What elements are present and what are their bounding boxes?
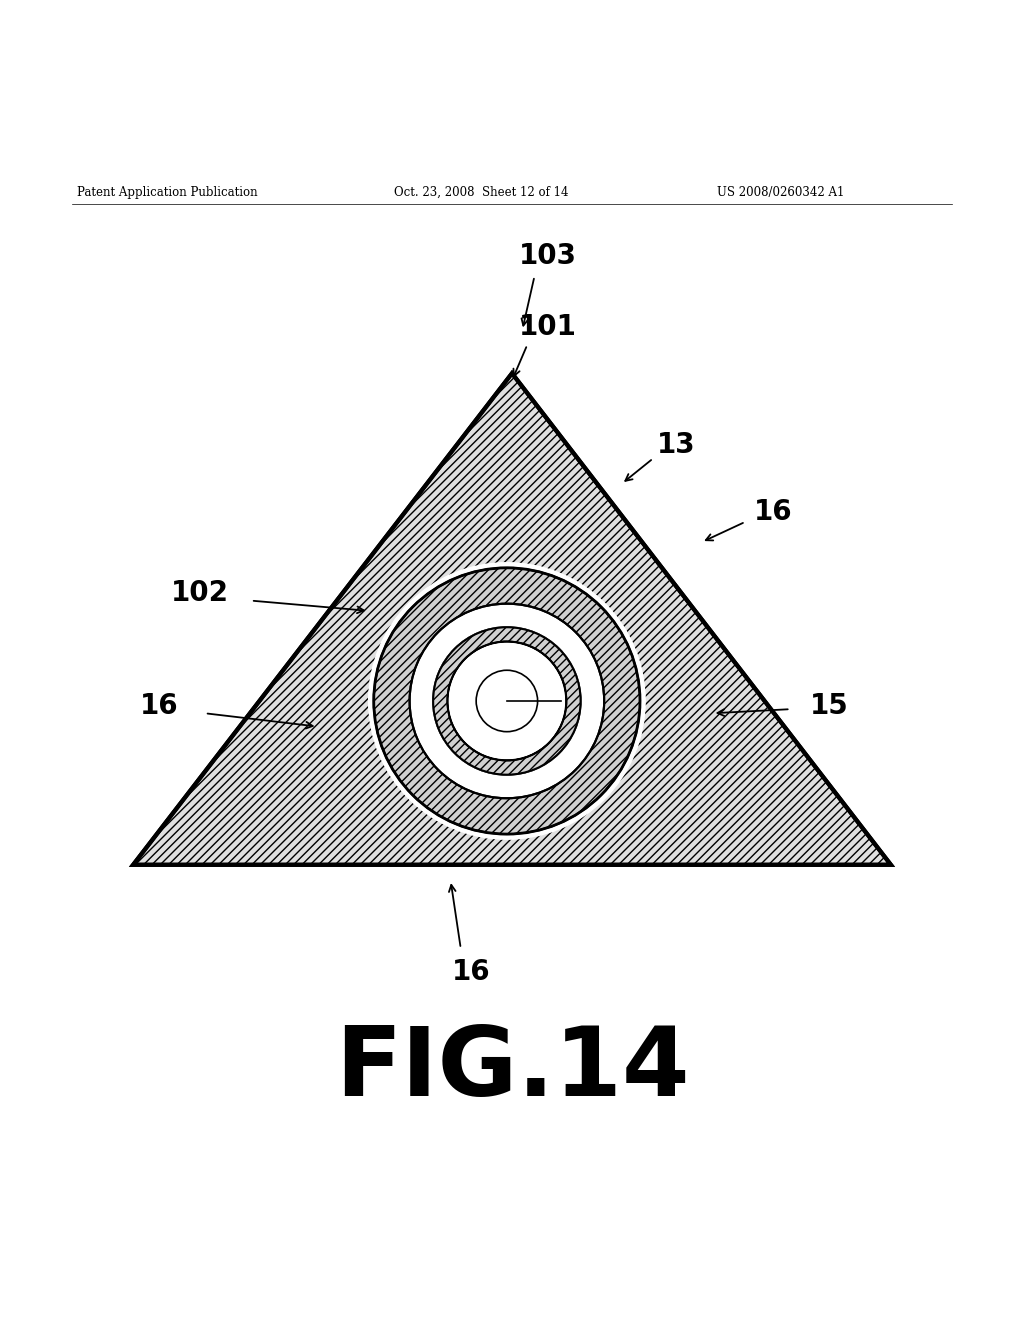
Text: 16: 16 [452,958,490,986]
Text: 16: 16 [139,692,178,721]
Text: US 2008/0260342 A1: US 2008/0260342 A1 [717,186,844,198]
Circle shape [447,642,566,760]
Text: Patent Application Publication: Patent Application Publication [77,186,257,198]
Text: 16: 16 [754,498,793,525]
Text: 13: 13 [656,430,695,459]
Circle shape [374,568,640,834]
Text: 15: 15 [810,692,849,721]
Text: 102: 102 [171,579,228,607]
Text: 103: 103 [519,242,577,269]
Circle shape [369,562,645,840]
Polygon shape [133,374,891,865]
Circle shape [450,644,564,758]
Circle shape [410,603,604,799]
Text: Oct. 23, 2008  Sheet 12 of 14: Oct. 23, 2008 Sheet 12 of 14 [394,186,568,198]
Circle shape [431,626,583,776]
Circle shape [433,627,581,775]
Text: 101: 101 [519,313,577,341]
Text: FIG.14: FIG.14 [335,1023,689,1117]
